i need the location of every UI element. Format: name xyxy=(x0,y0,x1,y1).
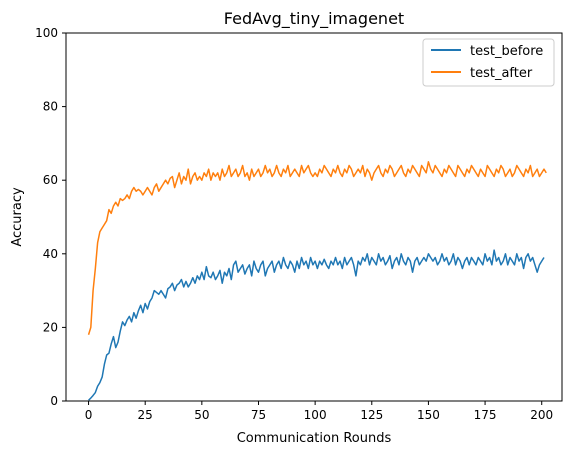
legend-label-test-before: test_before xyxy=(470,44,543,59)
series-line-test-after xyxy=(87,161,547,335)
x-axis: 0 25 50 75 100 125 150 175 200 xyxy=(85,401,553,422)
x-tick-label: 75 xyxy=(251,408,266,422)
x-tick-label: 125 xyxy=(360,408,383,422)
y-axis: 0 20 40 60 80 100 xyxy=(35,26,66,408)
y-tick-label: 80 xyxy=(43,100,58,114)
legend-label-test-after: test_after xyxy=(470,66,533,81)
y-tick-label: 100 xyxy=(35,26,58,40)
y-tick-label: 40 xyxy=(43,247,58,261)
x-tick-label: 150 xyxy=(417,408,440,422)
series-line-test-before xyxy=(88,249,545,401)
x-tick-label: 200 xyxy=(530,408,553,422)
x-tick-label: 0 xyxy=(85,408,93,422)
y-tick-label: 0 xyxy=(50,394,58,408)
plot-area xyxy=(87,161,547,401)
axes-frame xyxy=(65,32,563,402)
y-tick-label: 20 xyxy=(43,320,58,334)
x-tick-label: 175 xyxy=(474,408,497,422)
chart-title: FedAvg_tiny_imagenet xyxy=(224,9,404,29)
x-tick-label: 50 xyxy=(194,408,209,422)
y-axis-label: Accuracy xyxy=(10,187,25,247)
x-tick-label: 100 xyxy=(304,408,327,422)
legend: test_before test_after xyxy=(422,38,555,87)
y-tick-label: 60 xyxy=(43,173,58,187)
x-tick-label: 25 xyxy=(138,408,153,422)
x-axis-label: Communication Rounds xyxy=(237,431,392,446)
